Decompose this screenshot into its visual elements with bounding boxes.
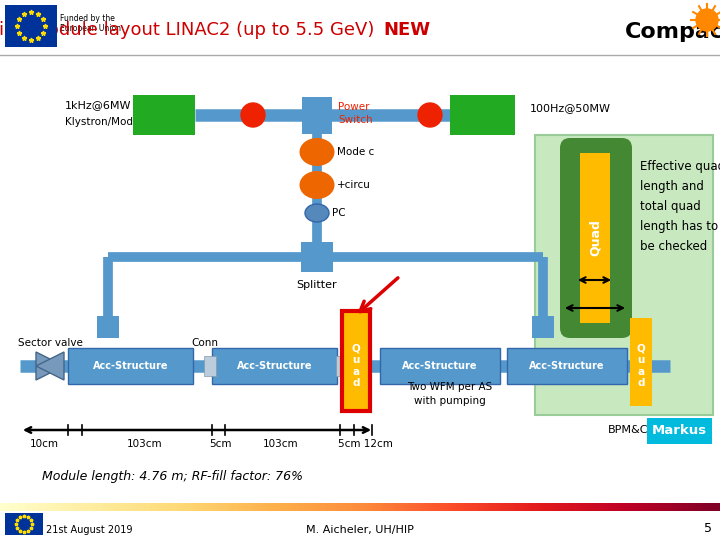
Bar bbox=[204, 356, 216, 376]
Text: Effective quad
length and
total quad
length has to
be checked: Effective quad length and total quad len… bbox=[640, 160, 720, 253]
Text: 21st August 2019: 21st August 2019 bbox=[46, 525, 132, 535]
Text: PC: PC bbox=[332, 208, 346, 218]
Ellipse shape bbox=[300, 171, 335, 199]
Text: with pumping: with pumping bbox=[414, 396, 486, 406]
FancyBboxPatch shape bbox=[560, 138, 632, 338]
Text: 1kHz@6MW: 1kHz@6MW bbox=[65, 100, 132, 110]
Text: Markus: Markus bbox=[652, 424, 706, 437]
Circle shape bbox=[696, 9, 718, 31]
Text: Q
u
a
d: Q u a d bbox=[351, 343, 361, 388]
Text: Q
u
a
d: Q u a d bbox=[636, 343, 645, 388]
Ellipse shape bbox=[300, 138, 335, 166]
Text: Conn: Conn bbox=[192, 338, 218, 348]
Ellipse shape bbox=[305, 204, 329, 222]
Bar bbox=[5, 5, 57, 47]
Bar bbox=[450, 95, 515, 135]
Text: 5: 5 bbox=[704, 522, 712, 535]
Text: Splitter: Splitter bbox=[297, 280, 337, 290]
Text: 100Hz@50MW: 100Hz@50MW bbox=[530, 103, 611, 113]
Text: Sector valve: Sector valve bbox=[17, 338, 82, 348]
Text: Switch: Switch bbox=[338, 115, 373, 125]
Bar bbox=[342, 311, 370, 411]
Text: BPM&Corrector: BPM&Corrector bbox=[608, 425, 693, 435]
Bar bbox=[580, 153, 610, 323]
Text: Two WFM per AS: Two WFM per AS bbox=[408, 382, 492, 392]
Text: M. Aicheler, UH/HIP: M. Aicheler, UH/HIP bbox=[306, 525, 414, 535]
Polygon shape bbox=[36, 352, 64, 380]
Text: Acc-Structure: Acc-Structure bbox=[402, 361, 478, 371]
Text: Acc-Structure: Acc-Structure bbox=[93, 361, 168, 371]
Circle shape bbox=[418, 103, 442, 127]
Bar bbox=[302, 97, 332, 134]
Text: Power: Power bbox=[338, 102, 369, 112]
Text: Acc-Structure: Acc-Structure bbox=[529, 361, 605, 371]
Text: Compact: Compact bbox=[625, 22, 720, 42]
Bar bbox=[301, 242, 333, 272]
Bar bbox=[507, 348, 627, 384]
Text: Quad: Quad bbox=[588, 220, 601, 256]
Text: Funded by the: Funded by the bbox=[60, 14, 115, 23]
Bar bbox=[336, 356, 348, 376]
Bar bbox=[630, 318, 652, 406]
Text: NEW: NEW bbox=[383, 21, 430, 39]
Text: Mode c: Mode c bbox=[337, 147, 374, 157]
Text: Module length: 4.76 m; RF-fill factor: 76%: Module length: 4.76 m; RF-fill factor: 7… bbox=[42, 470, 303, 483]
Text: +circu: +circu bbox=[337, 180, 371, 190]
Bar bbox=[133, 95, 195, 135]
Circle shape bbox=[241, 103, 265, 127]
Text: 5cm: 5cm bbox=[209, 439, 231, 449]
Text: 10cm: 10cm bbox=[30, 439, 58, 449]
Text: Baseline Module layout LINAC2 (up to 5.5 GeV): Baseline Module layout LINAC2 (up to 5.5… bbox=[0, 21, 380, 39]
Text: Acc-Structure: Acc-Structure bbox=[237, 361, 312, 371]
Bar bbox=[68, 348, 193, 384]
Polygon shape bbox=[36, 352, 64, 380]
Bar bbox=[535, 135, 713, 415]
Text: 5cm 12cm: 5cm 12cm bbox=[338, 439, 392, 449]
Text: Klystron/Modulator: Klystron/Modulator bbox=[65, 117, 164, 127]
Text: European Union: European Union bbox=[60, 24, 121, 33]
Bar bbox=[212, 348, 337, 384]
Text: 103cm: 103cm bbox=[264, 439, 299, 449]
Bar bbox=[380, 348, 500, 384]
Bar bbox=[97, 316, 119, 338]
Text: 103cm: 103cm bbox=[127, 439, 163, 449]
Bar bbox=[647, 418, 712, 444]
Bar bbox=[532, 316, 554, 338]
Bar bbox=[5, 513, 43, 535]
